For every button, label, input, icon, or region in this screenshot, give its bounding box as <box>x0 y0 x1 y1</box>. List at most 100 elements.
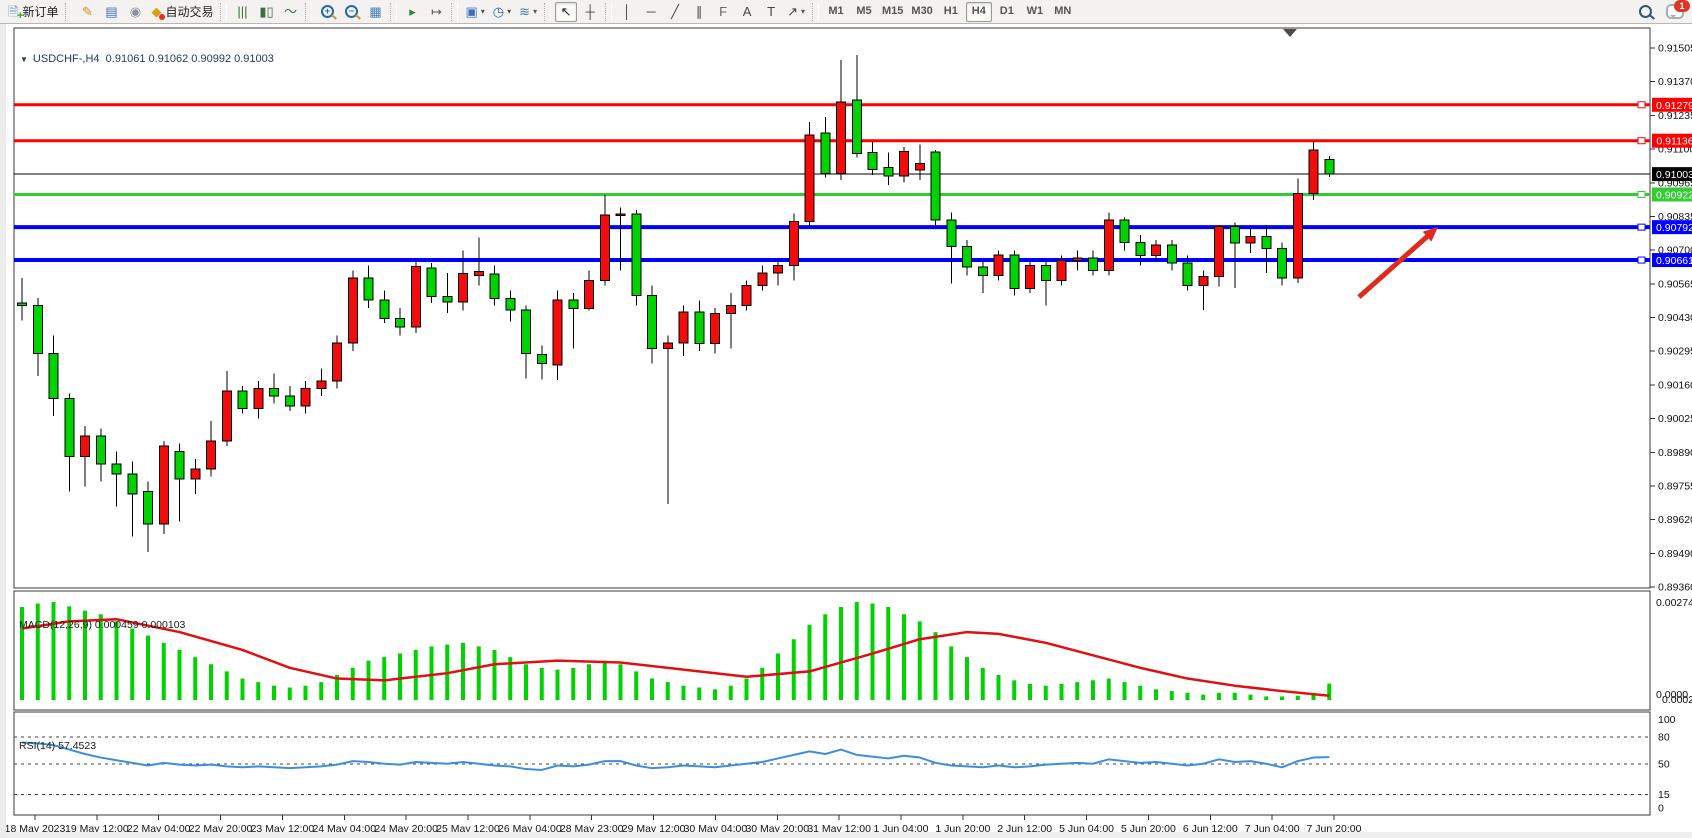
toolbar-separator <box>390 2 398 21</box>
resistance-line-1-price-label: 0.91279 <box>1656 100 1692 112</box>
chart-symbol-period: USDCHF-,H4 <box>32 53 100 65</box>
timeframe-mn-button[interactable]: MN <box>1054 5 1072 17</box>
search-icon[interactable] <box>1639 5 1652 18</box>
candle <box>536 354 547 364</box>
channel-button[interactable]: ∥ <box>688 2 710 22</box>
bar-chart-button[interactable]: ||| <box>231 2 253 22</box>
candle <box>64 398 75 457</box>
toolbar-separator <box>605 2 613 21</box>
signals-button[interactable]: ◉ <box>124 2 146 22</box>
timeframe-m15-button[interactable]: M15 <box>882 5 904 17</box>
candle <box>505 297 516 311</box>
chevron-down-icon[interactable]: ▾ <box>800 6 805 16</box>
chevron-down-icon[interactable]: ▾ <box>480 6 485 16</box>
candle <box>788 221 799 266</box>
candle <box>647 294 657 349</box>
timeframe-m30-button[interactable]: M30 <box>911 5 933 17</box>
candle <box>426 267 437 297</box>
candle <box>568 299 579 309</box>
fibonacci-icon: F <box>719 4 728 19</box>
indicators-button[interactable]: ≋ ▾ <box>516 2 540 22</box>
tile-windows-button[interactable]: ▦ <box>364 2 386 22</box>
macd-panel[interactable] <box>13 590 1651 711</box>
candle <box>1103 219 1114 271</box>
profiles-icon: ◷ <box>492 4 505 19</box>
timeframe-d1-button[interactable]: D1 <box>999 5 1014 17</box>
candle <box>962 246 972 268</box>
toolbar-right-group: 1 <box>1639 0 1692 19</box>
pivot-line-anchor[interactable] <box>1637 190 1646 198</box>
timeframe-m1-button[interactable]: M1 <box>828 5 844 17</box>
fibonacci-button[interactable]: F <box>712 2 734 22</box>
candle <box>662 342 673 349</box>
text-button[interactable]: A <box>736 2 758 22</box>
resistance-line-2-anchor[interactable] <box>1637 137 1646 145</box>
candle <box>1182 262 1193 286</box>
timeframe-m5-button[interactable]: M5 <box>856 5 872 17</box>
resistance-line-1-anchor[interactable] <box>1637 101 1646 109</box>
new-chart-icon: ▣ <box>465 4 478 19</box>
candle <box>1198 275 1209 286</box>
trend-arrow[interactable] <box>1357 231 1433 299</box>
label-button[interactable]: T <box>760 2 782 22</box>
cursor-icon: ↖ <box>560 4 572 19</box>
candle <box>489 273 500 299</box>
line-chart-button[interactable]: ～ <box>279 2 301 22</box>
candle <box>1245 235 1256 244</box>
candle <box>316 380 327 389</box>
new-order-button-label: 新订单 <box>22 4 59 19</box>
new-order-button[interactable]: 🗎新订单 <box>5 2 61 22</box>
new-chart-button[interactable]: ▣ ▾ <box>462 2 487 22</box>
support-line-1-anchor[interactable] <box>1637 223 1646 231</box>
metaeditor-icon: ✎ <box>82 4 93 19</box>
horizontal-line-button[interactable]: ─ <box>640 2 662 22</box>
auto-scroll-button[interactable]: ▸ <box>401 2 423 22</box>
pivot-line-price-label: 0.90922 <box>1656 189 1692 201</box>
candle <box>458 272 468 303</box>
candle <box>1088 257 1098 271</box>
candle <box>883 166 894 177</box>
rsi-axis-label: 50 <box>1658 758 1670 770</box>
vertical-line-button[interactable]: │ <box>616 2 638 22</box>
candle <box>851 99 862 154</box>
crosshair-button[interactable]: ┼ <box>579 2 601 22</box>
zoom-out-button[interactable]: − <box>340 2 362 22</box>
autotrading-button[interactable]: ◆ 自动交易 <box>148 2 216 22</box>
chevron-down-icon[interactable]: ▾ <box>533 6 538 16</box>
profiles-button[interactable]: ◷ ▾ <box>490 2 514 22</box>
arrows-button[interactable]: ↗ ▾ <box>784 2 808 22</box>
trendline-button[interactable]: ╱ <box>664 2 686 22</box>
support-line-2-price-label: 0.90661 <box>1656 255 1692 267</box>
indicators-icon: ≋ <box>519 4 531 19</box>
candle <box>678 311 689 344</box>
support-line-2-anchor[interactable] <box>1637 256 1646 264</box>
cursor-button[interactable]: ↖ <box>555 1 578 22</box>
candle <box>379 299 390 319</box>
zoom-in-button[interactable]: + <box>316 2 338 22</box>
timeframe-h1-button[interactable]: H1 <box>943 5 958 17</box>
timeframe-h4-button[interactable]: H4 <box>965 1 992 22</box>
timeframe-w1-button[interactable]: W1 <box>1026 5 1044 17</box>
main-chart-panel[interactable] <box>13 27 1651 589</box>
chart-shift-marker-icon[interactable] <box>1283 29 1297 37</box>
trendline-icon: ╱ <box>671 4 679 19</box>
chart-shift-button[interactable]: ↦ <box>425 2 447 22</box>
rsi-line <box>21 741 1330 771</box>
candle <box>1040 264 1051 281</box>
metaeditor-button[interactable]: ✎ <box>76 2 98 22</box>
candlestick-chart-icon: ▮▯ <box>259 4 274 19</box>
rsi-panel[interactable] <box>13 711 1651 816</box>
chevron-down-icon[interactable]: ▾ <box>507 6 512 16</box>
candle <box>694 311 705 344</box>
chart-canvas[interactable]: 0.915050.913700.912350.911000.909650.908… <box>6 24 1692 838</box>
candle <box>1151 244 1161 256</box>
candlestick-chart-button[interactable]: ▮▯ <box>255 2 277 22</box>
market-watch-button[interactable]: ▤ <box>100 2 122 22</box>
candle <box>899 151 909 177</box>
chart-menu-icon[interactable]: ▼ <box>20 55 28 64</box>
chat-icon[interactable]: 1 <box>1666 0 1690 19</box>
tile-windows-icon: ▦ <box>369 4 382 19</box>
